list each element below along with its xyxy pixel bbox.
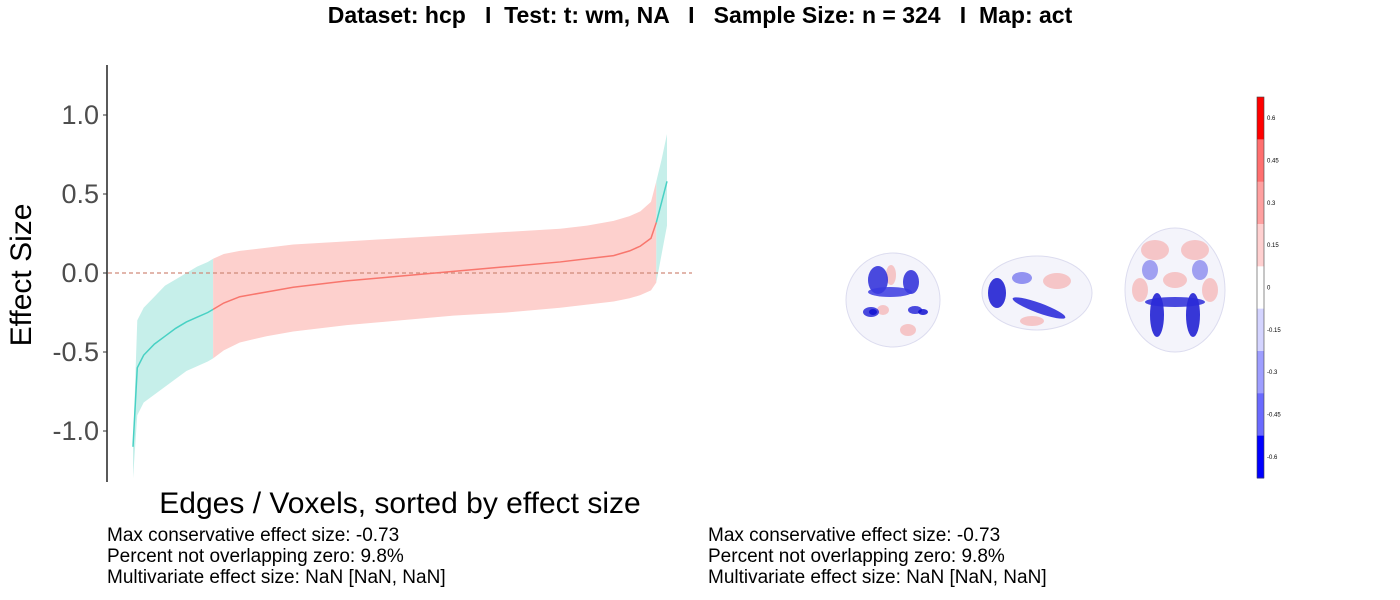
- activation-negative: [868, 266, 888, 294]
- colorbar-label: 0.6: [1267, 116, 1276, 122]
- ci-band-overlapping-zero: [213, 181, 657, 359]
- x-axis-title: Edges / Voxels, sorted by effect size: [159, 487, 640, 520]
- colorbar-label: 0.3: [1267, 201, 1276, 207]
- colorbar-label: -0.3: [1267, 370, 1278, 376]
- ci-band-nonzero-high: [656, 133, 667, 283]
- activation-negative: [869, 309, 877, 315]
- activation-positive: [1020, 316, 1044, 326]
- stats-right: Max conservative effect size: -0.73 Perc…: [708, 525, 1047, 588]
- activation-negative: [1012, 297, 1066, 319]
- chart-title: Dataset: hcp I Test: t: wm, NA I Sample …: [327, 2, 1073, 28]
- estimate-line-nonzero-low: [132, 308, 214, 447]
- estimate-line-overlapping-zero: [212, 222, 658, 310]
- colorbar: 0.6 0.45 0.3 0.15 0 -0.15 -0.3 -0.45 -0.6: [1256, 96, 1281, 479]
- activation-positive: [877, 305, 889, 315]
- stat-max-effect: Max conservative effect size: -0.73: [107, 525, 400, 546]
- stat-max-effect: Max conservative effect size: -0.73: [708, 525, 1001, 546]
- activation-negative: [1145, 297, 1205, 307]
- colorbar-segment: [1257, 224, 1264, 267]
- colorbar-segment: [1257, 435, 1264, 479]
- colorbar-border: [1256, 96, 1265, 479]
- colorbar-label: -0.6: [1267, 455, 1278, 461]
- y-tick-label: -1.0: [52, 416, 99, 446]
- y-tick-label: 0.0: [61, 258, 99, 288]
- stat-percent-nonzero: Percent not overlapping zero: 9.8%: [107, 546, 404, 567]
- estimate-line-nonzero-high: [655, 181, 668, 223]
- y-axis-title: Effect Size: [5, 204, 38, 347]
- activation-positive: [1141, 240, 1169, 260]
- colorbar-segment: [1257, 181, 1264, 225]
- colorbar-label: 0.45: [1267, 159, 1279, 165]
- sagittal-view: [981, 255, 1093, 331]
- activation-negative: [868, 287, 912, 297]
- effect-size-plot: 1.0 0.5 0.0 -0.5 -1.0 Effect Size Edges / Voxe…: [5, 65, 692, 520]
- axial-view: [1124, 227, 1226, 353]
- activation-negative: [918, 309, 928, 315]
- activation-negative: [1192, 260, 1208, 280]
- colorbar-segment: [1257, 97, 1264, 140]
- activation-positive: [1202, 278, 1218, 302]
- y-tick-label: 1.0: [61, 100, 99, 130]
- colorbar-label: -0.15: [1267, 328, 1281, 334]
- colorbar-label: 0.15: [1267, 243, 1279, 249]
- activation-positive: [1132, 278, 1148, 302]
- stat-multivariate: Multivariate effect size: NaN [NaN, NaN]: [107, 567, 446, 588]
- activation-negative: [1012, 272, 1032, 284]
- stat-percent-nonzero: Percent not overlapping zero: 9.8%: [708, 546, 1005, 567]
- colorbar-label: -0.45: [1267, 413, 1281, 419]
- activation-negative: [988, 278, 1006, 308]
- colorbar-segment: [1257, 139, 1264, 183]
- y-tick-label: -0.5: [52, 337, 99, 367]
- stats-left: Max conservative effect size: -0.73 Perc…: [107, 525, 446, 588]
- colorbar-segment: [1257, 266, 1264, 310]
- activation-negative: [1142, 260, 1158, 280]
- colorbar-label: 0: [1267, 286, 1271, 292]
- coronal-view: [845, 252, 941, 348]
- stat-multivariate: Multivariate effect size: NaN [NaN, NaN]: [708, 567, 1047, 588]
- ci-band-nonzero-low: [133, 258, 214, 479]
- colorbar-segment: [1257, 393, 1264, 437]
- activation-positive: [900, 324, 916, 336]
- colorbar-segment: [1257, 308, 1264, 352]
- colorbar-segment: [1257, 351, 1264, 394]
- activation-positive: [886, 265, 896, 285]
- activation-negative: [903, 270, 919, 294]
- brain-maps: [845, 227, 1226, 353]
- y-tick-label: 0.5: [61, 179, 99, 209]
- activation-positive: [1181, 240, 1209, 260]
- activation-positive: [1043, 273, 1071, 289]
- activation-positive: [1163, 272, 1187, 288]
